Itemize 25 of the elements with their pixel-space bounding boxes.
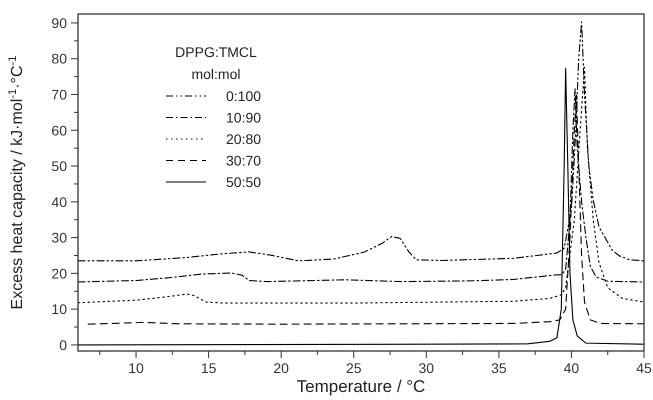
legend-label: 10:90: [226, 110, 262, 126]
x-tick-label: 45: [636, 360, 652, 376]
y-tick-label: 60: [51, 122, 68, 138]
y-tick-label: 10: [51, 301, 68, 318]
x-tick-label: 30: [418, 360, 434, 376]
legend-label: 20:80: [226, 131, 262, 147]
legend-label: 0:100: [226, 88, 262, 104]
x-tick-label: 15: [200, 360, 217, 376]
y-tick-label: 30: [51, 230, 68, 246]
y-tick-label: 70: [51, 86, 68, 102]
y-tick-label: 0: [59, 336, 68, 353]
y-tick-label: 90: [51, 14, 68, 31]
x-tick-label: 35: [491, 360, 507, 376]
y-tick-label: 20: [51, 265, 68, 282]
y-tick-label: 80: [51, 50, 68, 67]
x-tick-label: 40: [564, 360, 580, 376]
y-tick-label: 50: [51, 158, 68, 174]
x-tick-label: 20: [273, 360, 290, 376]
x-axis-title: Temperature / °C: [296, 377, 426, 396]
legend-title: DPPG:TMCL mol:mol: [175, 44, 258, 82]
legend-label: 30:70: [226, 152, 262, 168]
x-tick-label: 10: [128, 360, 144, 376]
legend-label: 50:50: [226, 174, 262, 190]
y-tick-label: 40: [51, 194, 68, 210]
x-tick-label: 25: [346, 360, 362, 376]
